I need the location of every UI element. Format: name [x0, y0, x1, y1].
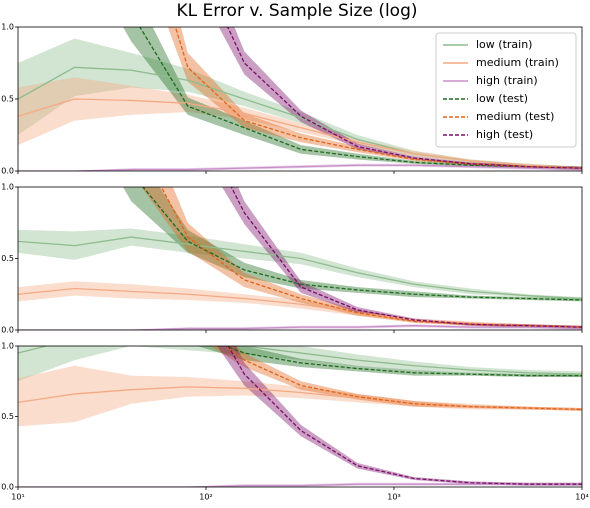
y-tick-label: 0.0: [1, 483, 14, 492]
chart-title: KL Error v. Sample Size (log): [176, 1, 417, 21]
legend-label: medium (test): [476, 110, 554, 123]
y-tick-label: 0.5: [1, 95, 14, 104]
error-band: [18, 38, 582, 170]
plot-area: [18, 187, 582, 330]
y-tick-label: 0.0: [1, 326, 14, 335]
axes-frame: [17, 345, 583, 488]
x-tick-label: 10²: [199, 493, 212, 502]
series-line: [18, 236, 582, 300]
plot-area: [18, 27, 582, 171]
legend-box: [435, 32, 577, 148]
series-line: [18, 346, 582, 375]
series-line: [18, 483, 582, 487]
series-line: [230, 187, 582, 328]
error-band: [222, 187, 582, 329]
series-line: [139, 27, 582, 169]
plot-area: [18, 346, 582, 487]
error-band: [18, 365, 582, 427]
series-line: [223, 346, 582, 377]
series-line: [224, 346, 582, 411]
error-band: [217, 346, 582, 486]
error-band: [167, 27, 582, 170]
error-band: [18, 77, 582, 170]
y-tick-label: 1.0: [1, 342, 14, 351]
legend-label: low (train): [476, 38, 532, 51]
y-tick-label: 0.5: [1, 412, 14, 421]
legend-label: medium (train): [476, 56, 559, 69]
error-band: [18, 228, 582, 300]
series-line: [18, 98, 582, 169]
error-band: [210, 346, 582, 411]
series-line: [18, 287, 582, 328]
series-line: [227, 346, 582, 485]
y-tick-label: 1.0: [1, 23, 14, 32]
series-line: [18, 164, 582, 171]
legend-label: high (test): [476, 128, 533, 141]
series-line: [174, 27, 582, 169]
legend-label: low (test): [476, 92, 528, 105]
series-line: [18, 325, 582, 330]
y-tick-label: 0.5: [1, 254, 14, 263]
legend-label: high (train): [476, 74, 538, 87]
y-tick-label: 0.0: [1, 167, 14, 176]
x-tick-label: 10⁴: [575, 493, 588, 502]
series-line: [142, 187, 582, 301]
x-tick-label: 10³: [387, 493, 400, 502]
x-tick-label: 10¹: [11, 493, 24, 502]
y-tick-label: 1.0: [1, 183, 14, 192]
error-band: [123, 187, 582, 302]
